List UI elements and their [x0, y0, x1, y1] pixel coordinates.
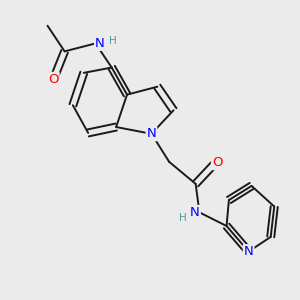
- Text: H: H: [109, 36, 117, 46]
- Text: H: H: [179, 213, 187, 223]
- Text: N: N: [244, 245, 254, 258]
- Text: N: N: [95, 37, 105, 50]
- Text: N: N: [147, 127, 156, 140]
- Text: O: O: [48, 73, 59, 86]
- Text: O: O: [212, 156, 222, 169]
- Text: N: N: [190, 206, 200, 219]
